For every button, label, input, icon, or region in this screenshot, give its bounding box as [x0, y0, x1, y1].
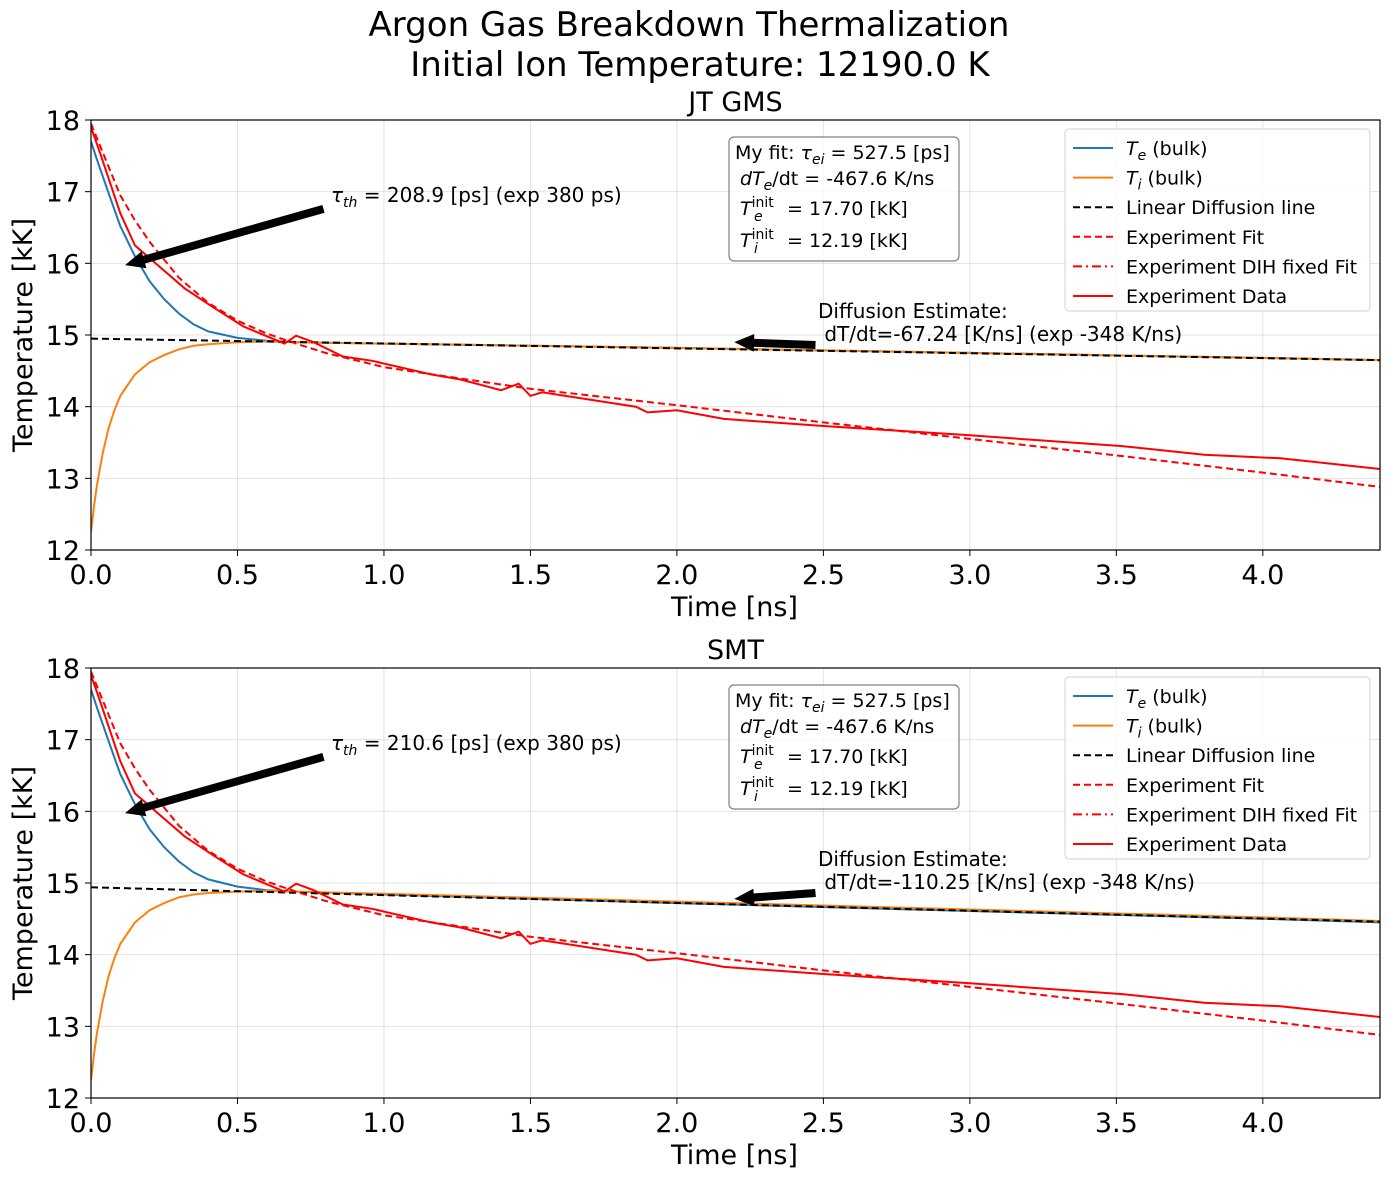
y-tick-label: 17	[46, 726, 80, 757]
info-box-text: My fit: τei = 527.5 [ps]dTe/dt = -467.6 …	[735, 690, 950, 805]
y-tick-label: 14	[46, 393, 80, 424]
x-tick-label: 2.5	[802, 560, 845, 591]
diffusion-annotation-line2: dT/dt=-110.25 [K/ns] (exp -348 K/ns)	[818, 870, 1195, 894]
series-line-experiment-data	[91, 674, 1380, 1018]
panel-title: SMT	[707, 635, 764, 666]
x-tick-label: 0.0	[70, 560, 113, 591]
info-line-fit: My fit: τei = 527.5 [ps]	[735, 142, 950, 168]
series-line-t-i-bulk-	[91, 340, 1380, 533]
x-axis-label: Time [ns]	[670, 592, 798, 623]
legend-label: Experiment Data	[1126, 834, 1287, 856]
series-line-experiment-fit	[91, 671, 1380, 1036]
info-line-ti-init: Tinit i = 12.19 [kK]	[740, 227, 908, 257]
y-tick-label: 12	[46, 536, 80, 567]
plot-frame	[90, 119, 1381, 551]
series-group	[91, 123, 1380, 533]
x-tick-label: 0.0	[70, 1108, 113, 1139]
legend-label: Experiment Fit	[1126, 775, 1264, 797]
tau-annotation-arrow	[125, 752, 325, 817]
legend-label: Experiment Data	[1126, 286, 1287, 308]
series-line-experiment-fit	[91, 123, 1380, 488]
legend-label: Te (bulk)	[1126, 686, 1207, 712]
figure-title-line2: Initial Ion Temperature: 12190.0 K	[410, 45, 991, 85]
legend-box	[1064, 676, 1371, 860]
y-axis-label: Temperature [kK]	[8, 218, 39, 453]
y-tick-label: 18	[46, 106, 80, 137]
series-line-experiment-data	[91, 126, 1380, 470]
plot-frame	[90, 667, 1381, 1099]
y-tick-label: 17	[46, 178, 80, 209]
legend-label: Linear Diffusion line	[1126, 745, 1315, 767]
diffusion-annotation-line1: Diffusion Estimate:	[818, 847, 1008, 871]
series-group	[91, 671, 1380, 1081]
legend-label: Experiment DIH fixed Fit	[1126, 804, 1357, 826]
info-line-te-init: Tinit e = 17.70 [kK]	[740, 743, 908, 773]
x-tick-label: 3.5	[1095, 1108, 1138, 1139]
info-line-ti-init: Tinit i = 12.19 [kK]	[740, 775, 908, 805]
x-tick-label: 4.0	[1241, 560, 1284, 591]
panel-title: JT GMS	[686, 87, 782, 118]
diffusion-annotation-line1: Diffusion Estimate:	[818, 299, 1008, 323]
x-tick-label: 3.5	[1095, 560, 1138, 591]
y-tick-label: 13	[46, 464, 80, 495]
figure-title-line1: Argon Gas Breakdown Thermalization	[369, 5, 1010, 45]
legend-label: Ti (bulk)	[1126, 716, 1203, 742]
diffusion-annotation-arrow	[734, 888, 816, 907]
x-axis-label: Time [ns]	[670, 1140, 798, 1171]
y-tick-label: 15	[46, 869, 80, 900]
legend-label: Ti (bulk)	[1126, 168, 1203, 194]
x-tick-label: 1.0	[362, 1108, 405, 1139]
info-line-fit: My fit: τei = 527.5 [ps]	[735, 690, 950, 716]
y-tick-label: 16	[46, 797, 80, 828]
y-tick-label: 16	[46, 249, 80, 280]
panel-smt: 0.0 0.5 1.0 1.5 2.0 2.5 3.0 3.5 4.0 12 13 14 15 16 17 1…	[8, 635, 1381, 1171]
y-tick-label: 13	[46, 1012, 80, 1043]
x-tick-label: 1.5	[509, 1108, 552, 1139]
y-axis-label: Temperature [kK]	[8, 766, 39, 1001]
panel-jt-gms: 0.0 0.5 1.0 1.5 2.0 2.5 3.0 3.5 4.0 12 13 14 15 16 17 1…	[8, 87, 1381, 623]
tau-annotation: τth = 210.6 [ps] (exp 380 ps)	[331, 731, 622, 759]
info-box	[728, 684, 960, 810]
y-tick-label: 15	[46, 321, 80, 352]
info-box	[728, 136, 960, 262]
info-box-text: My fit: τei = 527.5 [ps]dTe/dt = -467.6 …	[735, 142, 950, 257]
series-line-linear-diffusion-line	[91, 886, 1380, 923]
x-tick-label: 0.5	[216, 560, 259, 591]
info-line-rate: dTe/dt = -467.6 K/ns	[740, 168, 934, 194]
x-tick-label: 4.0	[1241, 1108, 1284, 1139]
x-tick-label: 0.5	[216, 1108, 259, 1139]
y-tick-label: 18	[46, 654, 80, 685]
tau-annotation: τth = 208.9 [ps] (exp 380 ps)	[331, 183, 622, 211]
y-tick-label: 14	[46, 941, 80, 972]
diffusion-annotation-arrow	[734, 334, 816, 352]
legend-label: Experiment Fit	[1126, 227, 1264, 249]
series-line-linear-diffusion-line	[91, 337, 1380, 362]
legend-label: Te (bulk)	[1126, 138, 1207, 164]
legend-box	[1064, 128, 1371, 312]
x-tick-label: 2.0	[655, 1108, 698, 1139]
info-line-rate: dTe/dt = -467.6 K/ns	[740, 716, 934, 742]
x-tick-label: 2.5	[802, 1108, 845, 1139]
x-tick-label: 3.0	[948, 1108, 991, 1139]
diffusion-annotation-line2: dT/dt=-67.24 [K/ns] (exp -348 K/ns)	[818, 322, 1182, 346]
x-tick-label: 3.0	[948, 560, 991, 591]
legend-label: Linear Diffusion line	[1126, 197, 1315, 219]
x-tick-label: 1.0	[362, 560, 405, 591]
series-line-t-i-bulk-	[91, 889, 1380, 1081]
tau-annotation-arrow	[125, 204, 325, 269]
info-line-te-init: Tinit e = 17.70 [kK]	[740, 195, 908, 225]
y-tick-label: 12	[46, 1084, 80, 1115]
x-tick-label: 1.5	[509, 560, 552, 591]
x-tick-label: 2.0	[655, 560, 698, 591]
legend-label: Experiment DIH fixed Fit	[1126, 256, 1357, 278]
